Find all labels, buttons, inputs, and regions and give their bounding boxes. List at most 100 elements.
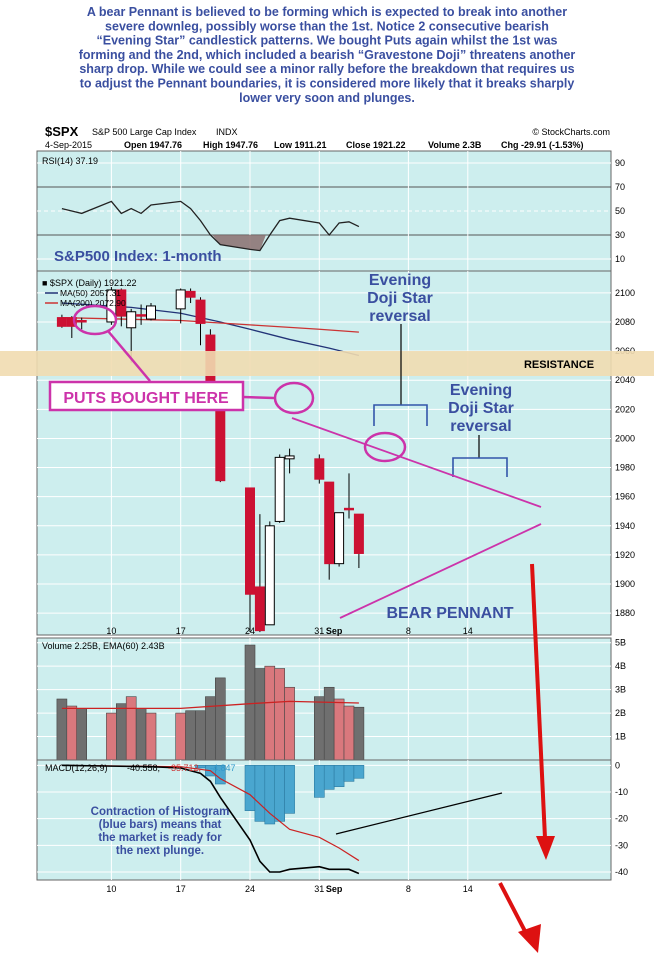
price-tick-label: 2080 <box>615 317 635 327</box>
contraction-note-line: (blue bars) means that <box>99 819 222 831</box>
candle-body <box>195 299 206 324</box>
header-line: “Evening Star” candlestick patterns. We … <box>97 34 558 48</box>
puts-label: PUTS BOUGHT HERE <box>63 390 229 407</box>
price-tick-label: 1900 <box>615 579 635 589</box>
puts-label-box <box>48 380 245 412</box>
x-axis-bottom-tick-label: 31 <box>314 884 324 894</box>
price-tick-label: 1980 <box>615 463 635 473</box>
ma50-line <box>61 302 360 357</box>
x-axis-top-tick-label: 10 <box>106 626 116 636</box>
x-axis-bottom-tick-label: 10 <box>106 884 116 894</box>
volume-axis: 5B 4B 3B 2B 1B <box>615 638 626 742</box>
price-tick-label: 1880 <box>615 608 635 618</box>
candle-body <box>245 487 255 595</box>
legend-symbol: ■ $SPX (Daily) 1921.22 <box>42 278 136 288</box>
ohlc-close: Close 1921.22 <box>346 140 406 150</box>
candle-body <box>254 586 265 632</box>
x-axis-top-tick-label: 17 <box>176 626 186 636</box>
x-axis-bottom-tick-label: 24 <box>245 884 255 894</box>
macd-histogram-bar <box>343 765 355 782</box>
x-axis-bottom-tick-label: 8 <box>406 884 411 894</box>
volume-bar <box>284 686 295 761</box>
candle-body <box>344 507 354 511</box>
volume-bar <box>145 712 157 761</box>
chart-symbol: $SPX <box>45 124 79 139</box>
ohlc-low: Low 1911.21 <box>274 140 327 150</box>
ohlc-volume: Volume 2.3B <box>428 140 482 150</box>
volume-bar <box>264 665 276 761</box>
price-tick-label: 2020 <box>615 404 635 414</box>
price-tick-label: 1960 <box>615 492 635 502</box>
volume-tick-label: 4B <box>615 661 626 671</box>
candle-body <box>324 481 335 565</box>
resistance-label: RESISTANCE <box>524 359 594 371</box>
contraction-note-line: the market is ready for <box>98 832 222 844</box>
legend-ma50: MA(50) 2057.31 <box>60 288 121 298</box>
puts-circle-2 <box>273 381 315 415</box>
volume-tick-label: 5B <box>615 638 626 648</box>
volume-bar <box>343 705 355 761</box>
rsi-tick-label: 10 <box>615 254 625 264</box>
rsi-axis: 90 70 50 30 10 <box>615 158 625 264</box>
volume-bar <box>313 696 325 761</box>
plunge-arrow-head <box>536 836 555 860</box>
candle-body <box>76 320 87 323</box>
volume-bar <box>106 712 117 761</box>
legend-ma200: MA(200) 2072.90 <box>60 298 126 308</box>
volume-bar <box>175 712 186 761</box>
header-paragraph: A bear Pennant is believed to be forming… <box>79 5 576 105</box>
candle-body <box>353 513 364 554</box>
candle-body <box>126 311 137 329</box>
ohlc-change: Chg -29.91 (-1.53%) <box>501 140 584 150</box>
macd-histogram-bar <box>333 765 345 787</box>
price-tick-label: 1920 <box>615 550 635 560</box>
ohlc-high: High 1947.76 <box>203 140 258 150</box>
stockcharts-credit: © StockCharts.com <box>532 127 610 137</box>
price-tick-label: 2100 <box>615 288 635 298</box>
rsi-oversold-area <box>212 235 266 251</box>
macd-histogram-bar <box>323 765 335 790</box>
rsi-series <box>61 200 360 252</box>
macd-histogram-bar <box>244 765 256 811</box>
candle-body <box>185 290 196 298</box>
x-axis-bottom: 10 17 24 31 Sep 8 14 <box>106 884 472 894</box>
volume-bar <box>195 710 206 761</box>
macd-histogram-bar <box>254 765 266 822</box>
macd-label-a: MACD(12,26,9) <box>45 763 108 773</box>
volume-bar <box>333 698 345 761</box>
volume-ema-line <box>61 700 359 710</box>
candle-body <box>284 455 295 460</box>
bear-pennant-label: BEAR PENNANT <box>386 605 513 622</box>
x-axis-top-tick-label: Sep <box>326 626 343 636</box>
x-axis-bottom-tick-label: Sep <box>326 884 343 894</box>
rsi-tick-label: 50 <box>615 206 625 216</box>
rsi-tick-label: 90 <box>615 158 625 168</box>
volume-bar <box>66 705 78 761</box>
evening-star-2-line1: Evening <box>450 382 512 399</box>
rsi-label: RSI(14) 37.19 <box>42 156 98 166</box>
candle-body <box>274 456 285 522</box>
price-axis: 2100208020602040202020001980196019401920… <box>615 288 635 618</box>
macd-histogram-bar <box>274 765 286 822</box>
volume-bar <box>244 644 256 761</box>
rsi-tick-label: 70 <box>615 182 625 192</box>
chart-date: 4-Sep-2015 <box>45 140 92 150</box>
volume-bar <box>254 668 266 761</box>
macd-label-d: -4.847 <box>210 763 236 773</box>
volume-bar <box>125 696 137 761</box>
candle-body <box>56 317 67 327</box>
volume-label: Volume 2.25B, EMA(60) 2.43B <box>42 641 165 651</box>
volume-tick-label: 1B <box>615 732 626 742</box>
index-title: S&P500 Index: 1-month <box>54 248 222 265</box>
volume-bar <box>323 686 335 761</box>
macd-axis: 0 -10 -20 -30 -40 <box>615 760 628 877</box>
header-line: lower very soon and plunges. <box>239 91 415 105</box>
plunge-arrow-2-shaft <box>498 882 529 936</box>
header-line: severe downleg, possibly worse than the … <box>105 19 549 33</box>
macd-grid <box>37 760 611 880</box>
macd-histogram-bar <box>264 765 276 825</box>
macd-line <box>61 764 360 875</box>
candle-body <box>314 458 325 480</box>
plunge-arrow-shaft <box>530 563 547 839</box>
